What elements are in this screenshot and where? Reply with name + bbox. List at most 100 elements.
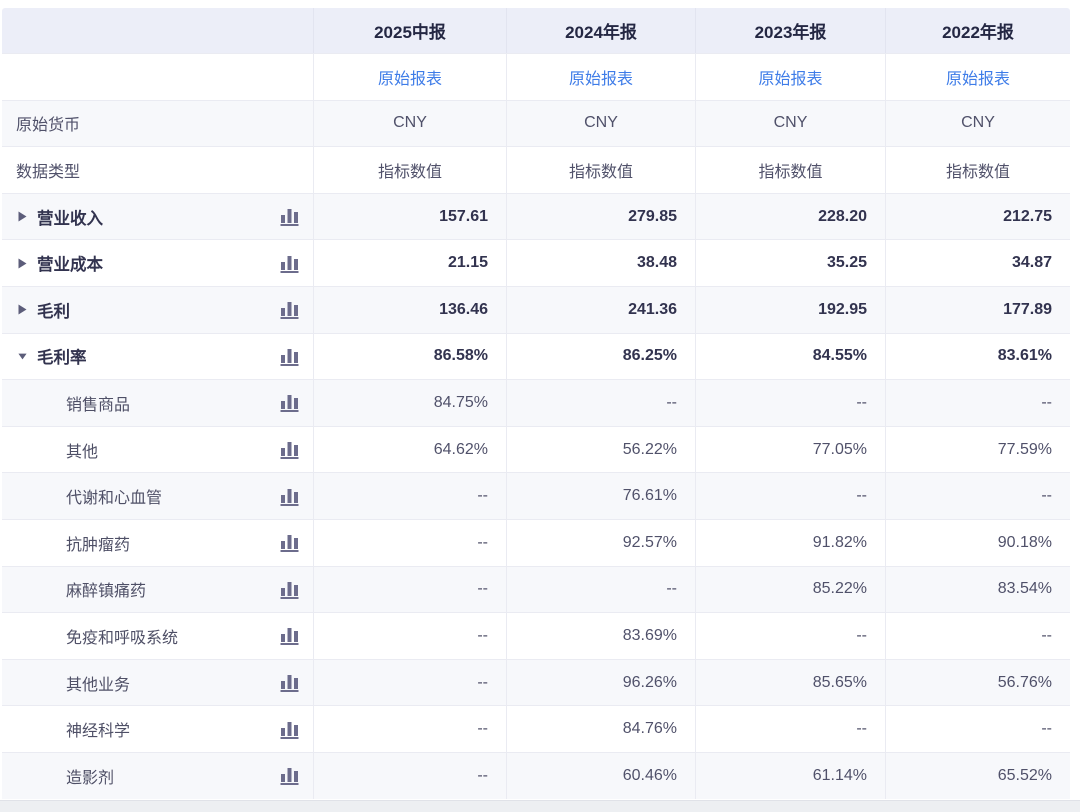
metric-value-cell: 56.76% [885,659,1070,706]
metric-value-cell: 34.87 [885,240,1070,286]
metric-value-cell: 35.25 [695,240,885,286]
original-report-link-2023[interactable]: 原始报表 [758,70,823,88]
period-label: 2025中报 [374,23,446,42]
table-row: 造影剂 -- 60.46% 61.14% 65.52% [2,751,1070,799]
metric-value-cell: 212.75 [885,193,1070,240]
data-type-row: 数据类型 指标数值 指标数值 指标数值 指标数值 [2,146,1070,193]
bar-chart-icon[interactable] [280,720,300,739]
original-report-link-2022[interactable]: 原始报表 [945,70,1010,88]
metric-label-cell: 毛利 [2,287,313,333]
metric-label-cell: 造影剂 [2,753,313,799]
metric-value-cell: 76.61% [506,473,695,519]
metric-value-cell: 56.22% [506,426,695,473]
metric-label: 毛利率 [37,349,87,368]
metric-value-cell: 241.36 [506,286,695,333]
bar-chart-icon[interactable] [280,393,300,413]
metric-label-cell: 销售商品 [2,380,313,426]
bar-chart-icon[interactable] [280,207,300,227]
bar-chart-icon[interactable] [280,673,300,693]
metric-value-cell: 83.54% [885,566,1070,613]
original-report-link-2024[interactable]: 原始报表 [568,70,633,88]
metric-label: 其他业务 [66,676,131,694]
original-report-link-2025[interactable]: 原始报表 [377,70,442,88]
metric-label: 营业收入 [37,209,103,228]
data-type-row-label: 数据类型 [16,163,81,181]
bar-chart-icon[interactable] [280,440,300,460]
metric-label: 造影剂 [66,769,115,787]
table-row: 代谢和心血管 -- 76.61% -- -- [2,472,1070,519]
header-period-2022: 2022年报 [885,8,1070,53]
metric-value-cell: -- [695,613,885,659]
table-row: 销售商品 84.75% -- -- -- [2,379,1070,426]
metric-value-cell: 91.82% [695,519,885,566]
metric-value-cell: 64.62% [313,426,506,473]
metric-value-cell: 61.14% [695,752,885,799]
metric-value-cell: 83.69% [506,613,695,659]
metric-value-cell: 90.18% [885,519,1070,566]
metric-value-cell: 84.76% [506,706,695,752]
period-label: 2023年报 [754,23,827,42]
empty-cell [2,54,313,100]
metric-value-cell: 21.15 [313,240,506,286]
table-row: 其他业务 -- 96.26% 85.65% 56.76% [2,658,1070,706]
currency-value: CNY [695,100,885,147]
table-row: 营业成本 21.15 38.48 35.25 34.87 [2,239,1070,286]
metric-label: 代谢和心血管 [66,490,163,508]
bar-chart-icon[interactable] [280,300,300,320]
bar-chart-icon[interactable] [280,254,300,273]
bar-chart-icon[interactable] [280,487,300,506]
financial-table: 2025中报 2024年报 2023年报 2022年报 原始报表 原始报表 原始… [2,8,1070,799]
metric-rows-container: 营业收入 157.61 279.85 228.20 212.75 营业成本 21.15 38.… [2,192,1070,799]
metric-value-cell: -- [313,752,506,799]
metric-value-cell: 84.55% [695,333,885,380]
bar-chart-icon[interactable] [280,347,300,366]
data-type-value: 指标数值 [885,147,1070,193]
period-label: 2022年报 [942,23,1014,42]
metric-label-cell: 神经科学 [2,706,313,752]
currency-value: CNY [313,100,506,147]
metric-value-cell: -- [506,566,695,613]
metric-label: 营业成本 [37,256,103,275]
metric-label: 麻醉镇痛药 [66,583,147,601]
metric-value-cell: 157.61 [313,193,506,240]
bar-chart-icon[interactable] [280,766,300,786]
data-type-value: 指标数值 [695,147,885,193]
table-row: 毛利率 86.58% 86.25% 84.55% 83.61% [2,332,1070,380]
metric-label: 其他 [66,443,99,461]
metric-value-cell: 86.58% [313,333,506,380]
table-row: 抗肿瘤药 -- 92.57% 91.82% 90.18% [2,518,1070,566]
metric-label-cell: 代谢和心血管 [2,473,313,519]
metric-value-cell: -- [695,380,885,426]
metric-label: 抗肿瘤药 [66,536,131,554]
currency-row: 原始货币 CNY CNY CNY CNY [2,99,1070,147]
metric-value-cell: 92.57% [506,519,695,566]
triangle-right-icon[interactable] [18,258,27,269]
table-row: 麻醉镇痛药 -- -- 85.22% 83.54% [2,565,1070,613]
triangle-right-icon[interactable] [18,211,27,222]
bar-chart-icon[interactable] [280,580,300,599]
metric-value-cell: 38.48 [506,240,695,286]
metric-value-cell: -- [313,473,506,519]
metric-value-cell: -- [885,706,1070,752]
metric-value-cell: 228.20 [695,193,885,240]
header-period-2024: 2024年报 [506,8,695,53]
data-type-value: 指标数值 [313,147,506,193]
bar-chart-icon[interactable] [280,533,300,553]
triangle-right-icon[interactable] [18,304,27,315]
metric-value-cell: 83.61% [885,333,1070,380]
triangle-down-icon[interactable] [18,351,27,362]
bar-chart-icon[interactable] [280,626,300,646]
metric-value-cell: -- [313,613,506,659]
metric-value-cell: 85.65% [695,659,885,706]
metric-value-cell: 96.26% [506,659,695,706]
metric-value-cell: 77.59% [885,426,1070,473]
metric-label: 免疫和呼吸系统 [66,629,179,647]
metric-value-cell: 77.05% [695,426,885,473]
metric-label-cell: 抗肿瘤药 [2,520,313,566]
data-type-value: 指标数值 [506,147,695,193]
currency-row-label: 原始货币 [16,117,81,135]
table-row: 营业收入 157.61 279.85 228.20 212.75 [2,192,1070,240]
bottom-scroll-track[interactable] [0,800,1080,812]
header-period-2025: 2025中报 [313,8,506,53]
metric-label-cell: 营业收入 [2,194,313,240]
